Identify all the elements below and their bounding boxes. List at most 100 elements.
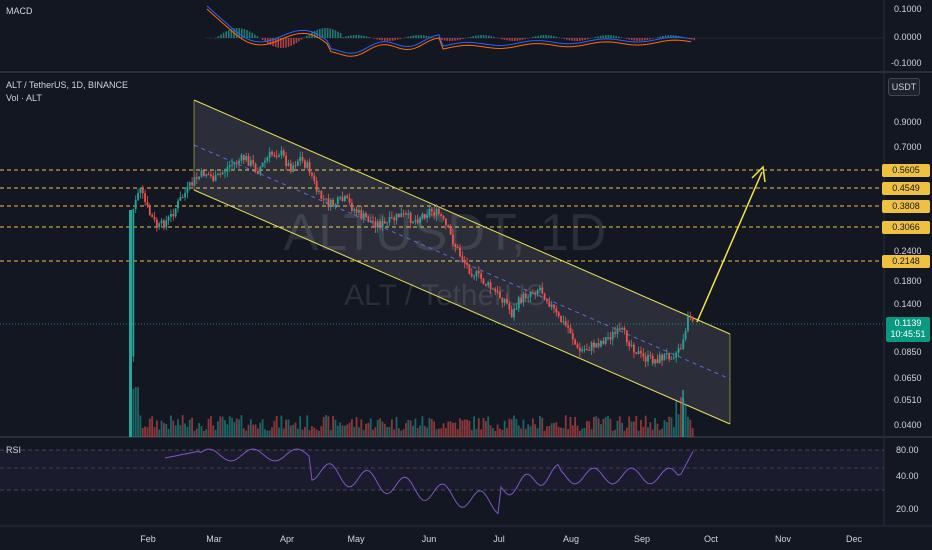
candle-body — [214, 175, 217, 181]
volume-bar — [463, 419, 466, 437]
breakout-arrow[interactable] — [696, 165, 766, 323]
volume-bar — [550, 423, 553, 437]
candle-body — [343, 195, 346, 202]
channel-median-line[interactable] — [193, 144, 731, 380]
macd-pane[interactable] — [205, 5, 884, 57]
volume-bar — [433, 421, 436, 437]
volume-bar — [593, 416, 595, 437]
month-label: Apr — [280, 534, 294, 544]
rsi-line[interactable] — [164, 448, 694, 515]
volume-bar — [294, 422, 297, 437]
candle-body — [174, 208, 177, 217]
candle-body — [365, 213, 367, 218]
macd-histogram-bar — [516, 38, 519, 41]
candle-body — [475, 271, 478, 277]
volume-bar — [311, 426, 313, 437]
candle-body — [449, 227, 452, 235]
candle-body — [543, 293, 546, 300]
macd-histogram-bar — [430, 36, 433, 38]
macd-histogram-bar — [651, 38, 654, 39]
volume-bar — [616, 420, 619, 437]
volume-bar — [346, 424, 349, 437]
candle-body — [665, 353, 668, 355]
volume-bar — [614, 429, 616, 437]
macd-axis[interactable]: 0.1000 0.0000 -0.1000 — [891, 4, 922, 68]
macd-histogram-bar — [391, 38, 394, 41]
candle-body — [304, 160, 306, 168]
macd-histogram-bar — [363, 35, 365, 38]
volume-bar — [675, 401, 678, 437]
volume-bar — [419, 425, 421, 437]
time-axis[interactable]: Feb Mar Apr May Jun Jul Aug Sep Oct Nov … — [140, 534, 862, 544]
macd-histogram-bar — [553, 36, 555, 38]
candle-body — [148, 205, 151, 215]
candle-body — [257, 171, 259, 174]
volume-bar — [496, 424, 499, 437]
volume-bar — [684, 404, 687, 437]
macd-line[interactable] — [206, 5, 692, 54]
volume-bar — [501, 429, 504, 437]
macd-histogram-bar — [540, 35, 542, 38]
candle-body — [193, 177, 196, 186]
macd-signal-line[interactable] — [206, 8, 692, 57]
candle-body — [360, 210, 363, 219]
candle-body — [386, 222, 389, 224]
macd-histogram-bar — [524, 38, 526, 40]
level-lines[interactable] — [0, 169, 884, 262]
candle-body — [242, 155, 245, 161]
volume-bar — [383, 423, 386, 437]
currency-button[interactable]: USDT — [888, 78, 920, 96]
candle-body — [621, 327, 624, 330]
month-label: Mar — [206, 534, 222, 544]
candle-body — [146, 201, 149, 206]
volume-bar — [379, 418, 381, 437]
candle-body — [562, 321, 565, 323]
month-label: Aug — [563, 534, 579, 544]
candle-body — [623, 327, 626, 331]
volume-bar — [668, 416, 671, 437]
channel-lower-line[interactable] — [193, 189, 731, 425]
volume-label[interactable]: Vol · ALT — [6, 93, 42, 103]
candle-body — [339, 197, 342, 199]
candlesticks[interactable] — [129, 146, 694, 437]
volume-bar — [322, 417, 325, 437]
candle-body — [336, 197, 339, 205]
candle-body — [531, 292, 534, 294]
volume-bar — [534, 424, 537, 437]
macd-histogram-bar — [501, 38, 503, 40]
candle-body — [503, 298, 506, 303]
volume-bar — [132, 388, 135, 437]
candle-body — [318, 190, 320, 192]
symbol-title[interactable]: ALT / TetherUS, 1D, BINANCE — [6, 80, 129, 90]
candle-body — [398, 213, 400, 218]
channel-upper-line[interactable] — [193, 99, 731, 335]
current-price-value: 0.1139 — [894, 318, 922, 328]
volume-bar — [691, 428, 694, 437]
candle-body — [567, 325, 569, 328]
candle-body — [642, 353, 645, 357]
candle-body — [522, 293, 525, 303]
macd-histogram-bar — [628, 38, 630, 40]
candle-body — [590, 342, 593, 351]
candle-body — [311, 172, 313, 176]
rsi-label[interactable]: RSI — [6, 445, 22, 455]
macd-label[interactable]: MACD — [6, 6, 33, 16]
volume-bar — [548, 425, 551, 437]
macd-histogram-bar — [605, 35, 607, 38]
candle-body — [633, 344, 635, 353]
candle-body — [447, 225, 450, 228]
macd-histogram-bar — [215, 38, 217, 39]
candle-body — [468, 264, 471, 274]
volume-bar — [304, 427, 306, 437]
rsi-axis[interactable]: 80.00 40.00 20.00 — [896, 445, 919, 514]
volume-bar — [454, 422, 457, 437]
candle-body — [351, 202, 353, 211]
macd-tick: 0.0000 — [894, 32, 922, 42]
macd-histogram-bar — [441, 38, 443, 40]
symbol-name-watermark: ALT / TetherUS — [344, 279, 546, 312]
volume-bar — [134, 387, 137, 437]
price-axis[interactable]: 0.9000 0.7000 0.2400 0.1800 0.1400 0.085… — [894, 117, 922, 430]
volume-bar — [285, 419, 287, 437]
macd-histogram-bar — [386, 38, 389, 41]
